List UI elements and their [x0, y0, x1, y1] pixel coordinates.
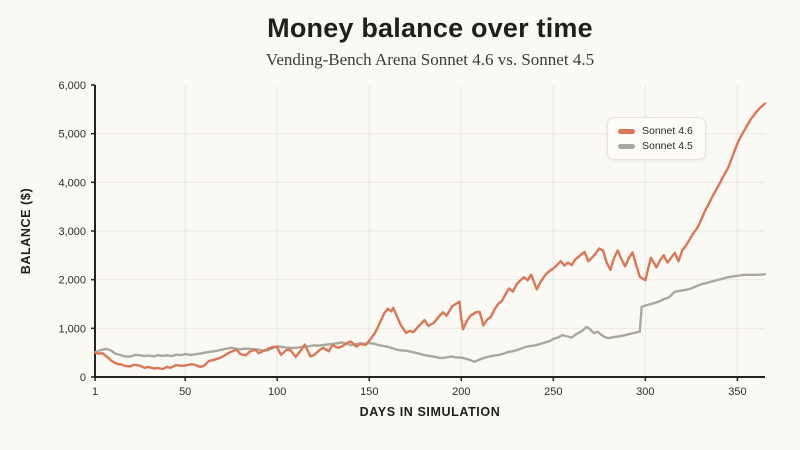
- y-tick-label: 1,000: [58, 323, 86, 335]
- series-layer: [93, 102, 767, 371]
- chart-legend: Sonnet 4.6 Sonnet 4.5: [607, 117, 706, 160]
- legend-label-sonnet-45: Sonnet 4.5: [642, 140, 693, 152]
- x-tick-label: 350: [728, 386, 746, 398]
- x-tick-label: 1: [92, 386, 98, 398]
- legend-swatch-sonnet-45: [618, 143, 635, 149]
- series-line-sonnet-4-5: [93, 273, 767, 363]
- y-tick-label: 5,000: [58, 129, 86, 141]
- chart-subtitle: Vending-Bench Arena Sonnet 4.6 vs. Sonne…: [265, 50, 595, 69]
- x-tick-label: 100: [268, 386, 286, 398]
- x-tick-label: 50: [179, 386, 191, 398]
- x-tick-label: 300: [636, 386, 654, 398]
- axes-layer: [91, 84, 765, 381]
- legend-label-sonnet-46: Sonnet 4.6: [642, 125, 693, 137]
- legend-swatch-sonnet-46: [618, 128, 635, 134]
- legend-item-sonnet-46: Sonnet 4.6: [618, 125, 693, 137]
- x-tick-label: 250: [544, 386, 562, 398]
- legend-item-sonnet-45: Sonnet 4.5: [618, 140, 693, 152]
- y-tick-label: 0: [80, 372, 86, 384]
- y-axis-title: BALANCE ($): [19, 188, 33, 274]
- y-tick-label: 3,000: [58, 226, 86, 238]
- x-tick-label: 150: [360, 386, 378, 398]
- chart-title: Money balance over time: [267, 13, 593, 43]
- x-tick-label: 200: [452, 386, 470, 398]
- x-axis-title: DAYS IN SIMULATION: [360, 405, 501, 419]
- series-line-sonnet-4-6: [93, 102, 767, 371]
- y-tick-label: 6,000: [58, 80, 86, 92]
- y-tick-label: 4,000: [58, 177, 86, 189]
- y-tick-label: 2,000: [58, 275, 86, 287]
